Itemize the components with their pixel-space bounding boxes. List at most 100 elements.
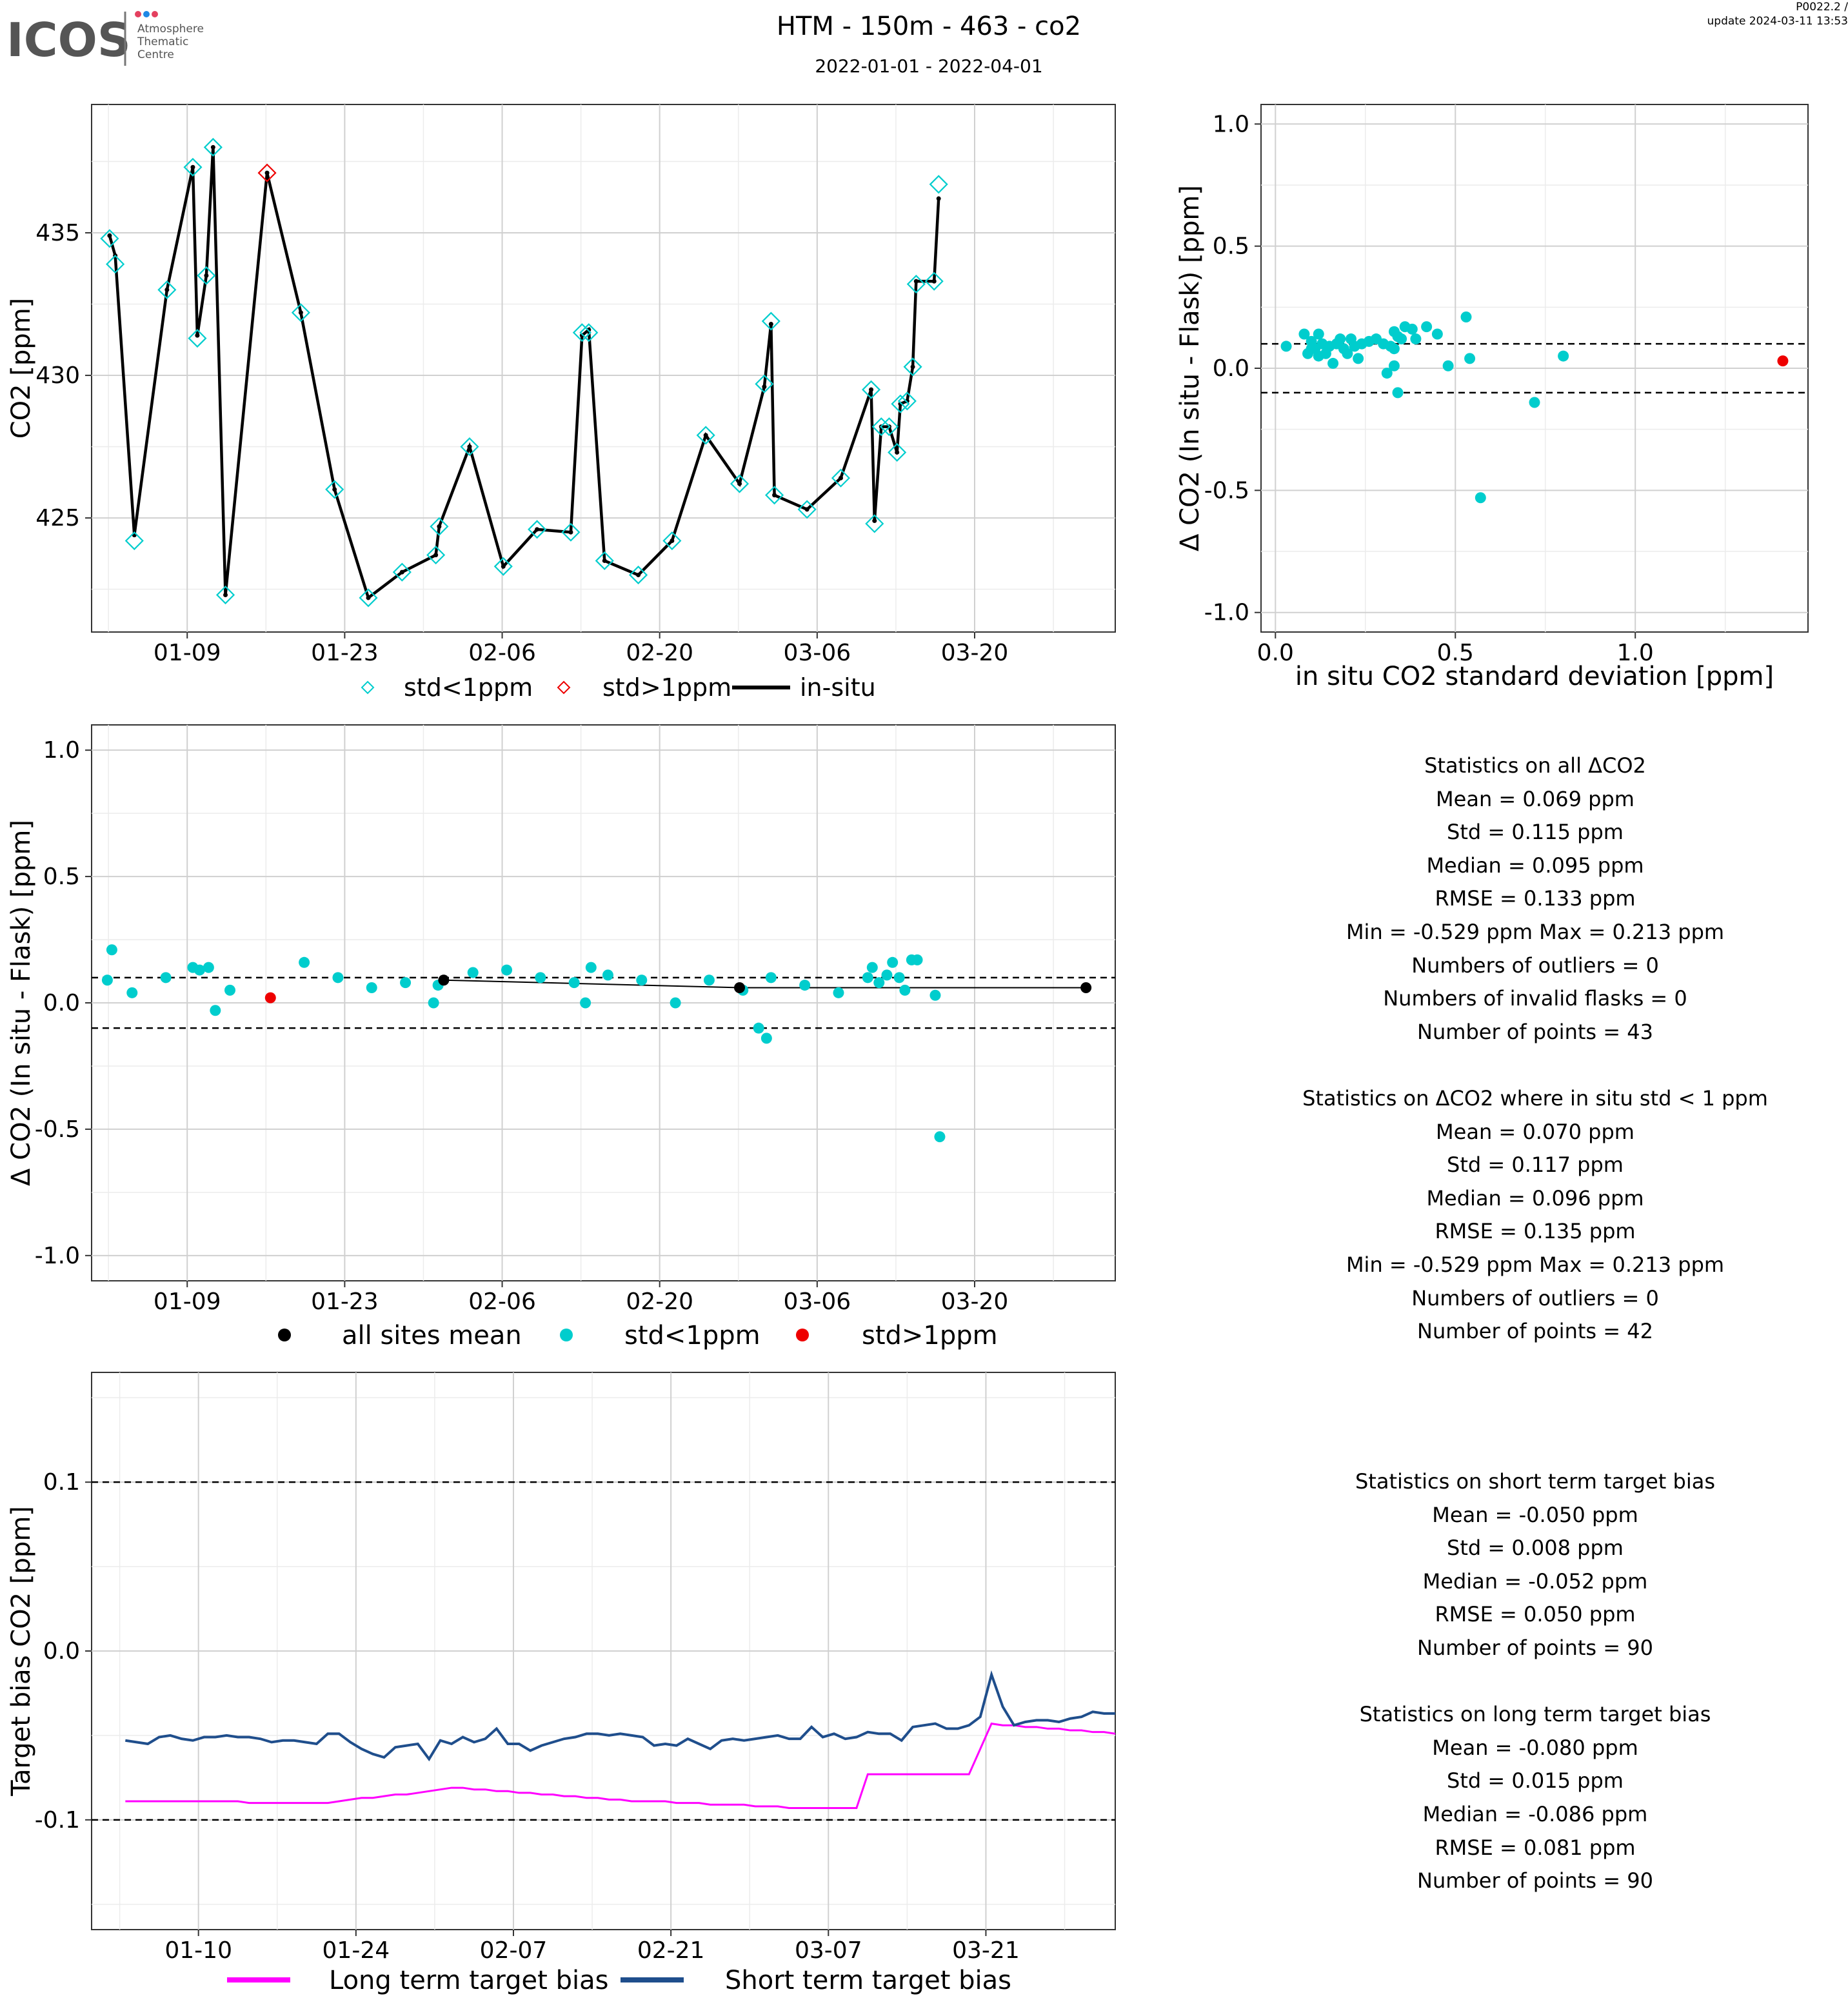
insitu-point	[762, 384, 767, 390]
std-lt1-diamond	[879, 417, 899, 437]
dt-point-std-lt1	[602, 969, 613, 981]
std-lt1-diamond	[430, 517, 449, 536]
stats-short-mean: Mean = -0.050 ppm	[1432, 1502, 1638, 1527]
stats-all-rmse: RMSE = 0.133 ppm	[1435, 886, 1636, 911]
stats-long-median: Median = -0.086 ppm	[1422, 1801, 1648, 1826]
sc-point-std-lt1	[1442, 360, 1454, 371]
sc-point-std-lt1	[1313, 350, 1324, 362]
stats-short-std: Std = 0.008 ppm	[1447, 1536, 1624, 1561]
stats-short-rmse: RMSE = 0.050 ppm	[1435, 1602, 1636, 1627]
legend-dt-std-gt1-label: std>1ppm	[862, 1321, 998, 1350]
std-lt1-diamond	[797, 500, 817, 519]
insitu-point	[107, 233, 112, 238]
dt-xtick-label: 01-09	[154, 1289, 221, 1315]
std-lt1-diamond	[696, 426, 715, 445]
stats-long-mean: Mean = -0.080 ppm	[1432, 1735, 1638, 1760]
ts-ytick-label: 430	[35, 362, 80, 389]
std-lt1-diamond	[865, 514, 884, 533]
tb-ylabel: Target bias CO2 [ppm]	[6, 1506, 36, 1797]
dt-point-std-lt1	[585, 962, 597, 973]
dt-point-std-lt1	[934, 1131, 946, 1143]
stats-all-median: Median = 0.095 ppm	[1426, 853, 1644, 878]
short-term-bias-line	[125, 1670, 1115, 1762]
insitu-point	[501, 564, 506, 569]
sc-ytick-label: -0.5	[1204, 477, 1249, 504]
insitu-point	[804, 507, 810, 512]
std-lt1-diamond	[528, 520, 547, 539]
legend-mean-key	[278, 1329, 291, 1341]
dt-point-std-lt1	[194, 964, 205, 976]
insitu-point	[223, 593, 228, 598]
dt-ytick-label: -0.5	[35, 1116, 80, 1143]
sc-point-std-lt1	[1410, 333, 1422, 345]
dt-point-std-lt1	[753, 1022, 764, 1034]
tb-ytick-label: -0.1	[35, 1807, 80, 1834]
dt-point-mean	[1080, 982, 1092, 993]
legend-short-term-label: Short term target bias	[725, 1966, 1011, 1995]
stats-std-std: Std = 0.117 ppm	[1447, 1152, 1624, 1178]
dt-point-std-lt1	[501, 964, 513, 976]
insitu-point	[895, 450, 900, 455]
std-lt1-diamond	[100, 229, 119, 248]
insitu-point	[898, 401, 903, 406]
sc-ytick-label: 0.5	[1213, 233, 1249, 260]
sc-point-std-lt1	[1342, 348, 1353, 359]
insitu-point	[535, 527, 540, 532]
dt-point-std-lt1	[467, 967, 479, 978]
dt-point-std-lt1	[203, 962, 214, 973]
dt-ytick-label: 0.0	[43, 990, 80, 1016]
std-lt1-diamond	[460, 437, 479, 457]
dt-point-std-lt1	[535, 972, 546, 984]
std-lt1-diamond	[183, 157, 203, 177]
dt-ytick-label: 1.0	[43, 737, 80, 764]
dt-point-std-lt1	[887, 956, 899, 968]
dt-point-std-lt1	[126, 987, 138, 998]
insitu-point	[204, 273, 209, 278]
insitu-point	[913, 279, 919, 284]
sc-point-std-lt1	[1388, 343, 1400, 355]
std-lt1-diamond	[493, 557, 513, 576]
std-lt1-diamond	[891, 394, 910, 413]
dt-point-std-lt1	[765, 972, 777, 984]
std-lt1-diamond	[392, 562, 412, 582]
dt-point-mean	[438, 974, 450, 986]
std-lt1-diamond	[862, 380, 881, 399]
long-term-bias-line	[125, 1722, 1115, 1809]
legend-std-gt1-key	[557, 680, 571, 695]
ts-ylabel: CO2 [ppm]	[6, 298, 36, 439]
sc-point-std-lt1	[1327, 357, 1339, 369]
std-lt1-diamond	[106, 255, 125, 274]
dt-xtick-label: 03-06	[784, 1289, 851, 1315]
stats-short-points: Number of points = 90	[1417, 1635, 1653, 1660]
stats-short-median: Median = -0.052 ppm	[1422, 1568, 1648, 1594]
stats-std-rmse: RMSE = 0.135 ppm	[1435, 1219, 1636, 1244]
insitu-point	[568, 529, 573, 535]
insitu-point	[838, 475, 843, 480]
icos-logo: ICOS Atmosphere Thematic Centre	[6, 8, 219, 72]
insitu-point	[768, 321, 773, 326]
dt-xtick-label: 01-23	[311, 1289, 379, 1315]
dt-point-std-lt1	[893, 972, 905, 984]
sc-point-std-lt1	[1381, 368, 1393, 379]
std-lt1-diamond	[325, 480, 344, 499]
sc-ylabel: Δ CO2 (In situ - Flask) [ppm]	[1175, 185, 1205, 551]
logo-sub-3: Centre	[137, 48, 174, 61]
insitu-point	[164, 287, 170, 292]
legend-dt-std-lt1-key	[560, 1329, 573, 1341]
std-lt1-diamond	[426, 546, 446, 565]
dt-point-std-lt1	[873, 977, 885, 989]
ts-xtick-label: 01-23	[311, 640, 379, 666]
stats-all-minmax: Min = -0.529 ppm Max = 0.213 ppm	[1346, 919, 1725, 944]
sc-point-std-lt1	[1392, 387, 1404, 399]
legend-std-gt1-label: std>1ppm	[602, 673, 731, 702]
insitu-point	[869, 387, 874, 392]
page-subtitle: 2022-01-01 - 2022-04-01	[815, 55, 1043, 77]
std-lt1-diamond	[871, 417, 891, 437]
sc-point-std-lt1	[1335, 333, 1346, 345]
std-gt1-diamond	[257, 163, 277, 183]
stats-std-outliers: Numbers of outliers = 0	[1411, 1285, 1659, 1310]
dt-point-std-lt1	[866, 962, 878, 973]
std-lt1-diamond	[203, 137, 223, 157]
insitu-point	[195, 333, 200, 338]
ts-ytick-label: 435	[35, 220, 80, 246]
